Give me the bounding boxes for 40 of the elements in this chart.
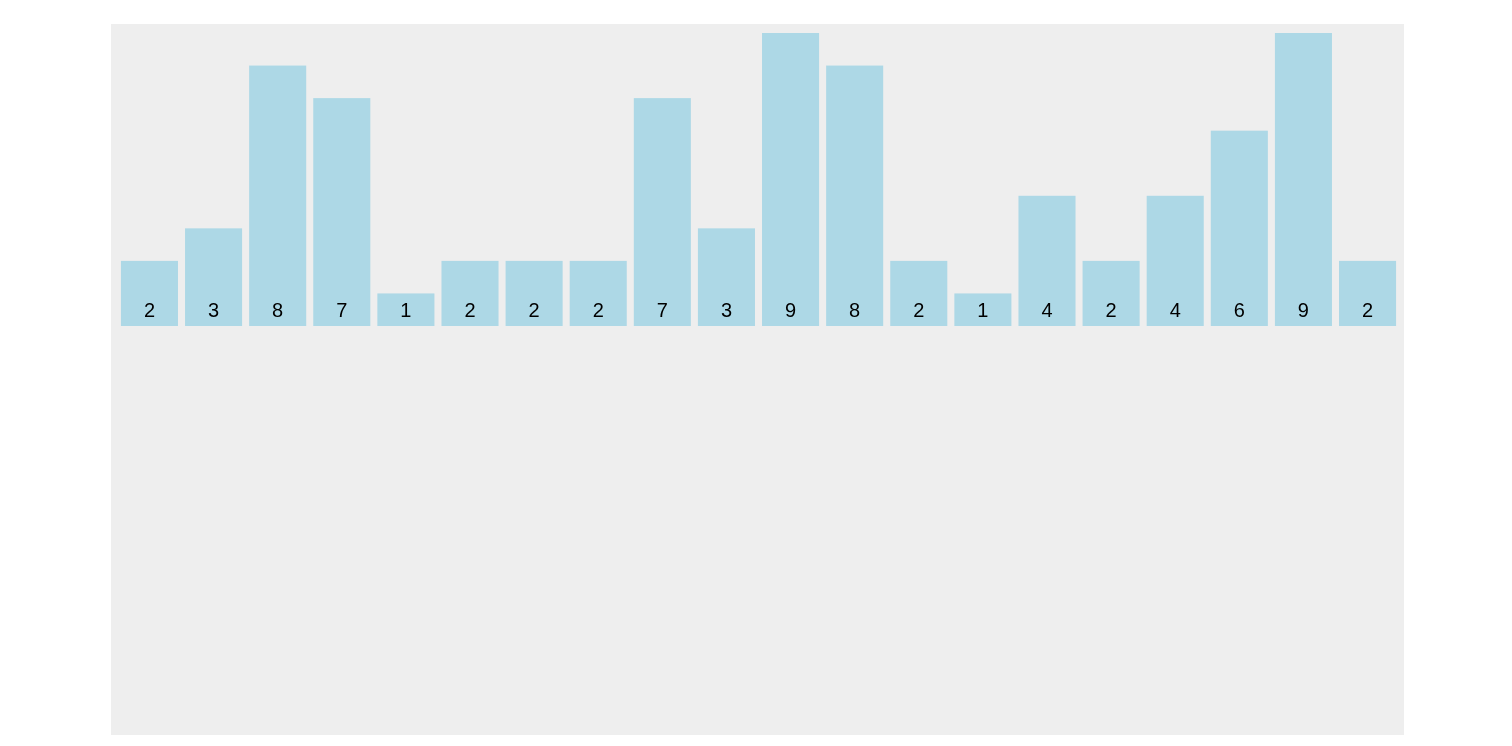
data-label: 9: [1297, 299, 1309, 321]
bar: [762, 33, 820, 326]
data-label: 1: [977, 299, 989, 321]
data-label: 3: [720, 299, 733, 321]
bar: [441, 260, 499, 326]
bar: [1082, 260, 1140, 326]
bar: [505, 260, 563, 326]
data-label: 2: [528, 299, 540, 321]
bar: [313, 98, 371, 326]
data-label: 2: [464, 299, 476, 321]
bar: [1210, 130, 1268, 326]
data-label: 4: [1169, 299, 1181, 321]
bar: [633, 98, 691, 326]
data-label: 7: [336, 299, 348, 321]
data-label: 8: [272, 299, 284, 321]
data-label: 4: [1041, 299, 1053, 321]
data-label: 2: [913, 299, 925, 321]
bar: [1146, 195, 1204, 326]
data-label: 2: [592, 299, 604, 321]
data-label: 1: [400, 299, 412, 321]
data-label: 2: [143, 299, 156, 321]
bar: [697, 228, 755, 326]
data-label: 6: [1233, 299, 1245, 321]
bar: [185, 228, 243, 326]
data-label: 9: [784, 299, 797, 321]
bar: [120, 260, 178, 326]
bar: [826, 65, 884, 326]
data-label: 2: [1105, 299, 1117, 321]
data-label: 3: [208, 299, 220, 321]
bar: [377, 293, 435, 326]
bar: [1339, 260, 1397, 326]
bar: [954, 293, 1012, 326]
bar: [569, 260, 627, 326]
bar: [1274, 33, 1332, 326]
data-label: 7: [656, 299, 668, 321]
bar: [1018, 195, 1076, 326]
data-label: 2: [1361, 299, 1374, 321]
bar: [890, 260, 948, 326]
bar: [249, 65, 307, 326]
data-label: 8: [849, 299, 861, 321]
